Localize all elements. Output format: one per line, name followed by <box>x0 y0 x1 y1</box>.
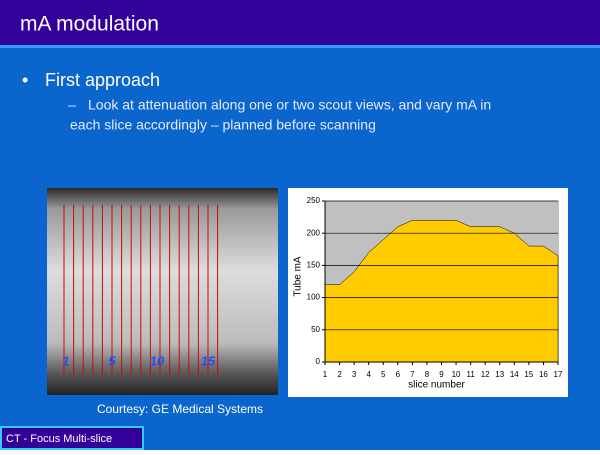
x-tick-label: 5 <box>381 370 386 379</box>
sub-bullet: each slice accordingly – planned before … <box>70 117 376 133</box>
x-axis-label: slice number <box>408 380 465 391</box>
y-tick-label: 100 <box>307 293 321 302</box>
scout-bg <box>47 188 278 395</box>
scout-label: 10 <box>150 353 165 368</box>
x-tick-label: 2 <box>337 370 342 379</box>
x-tick-label: 6 <box>396 370 401 379</box>
caption: Courtesy: GE Medical Systems <box>97 402 263 416</box>
x-tick-label: 4 <box>366 370 371 379</box>
scout-image: 1 5 10 15 <box>47 188 278 395</box>
y-tick-label: 50 <box>311 325 320 334</box>
footer: CT - Focus Multi-slice <box>6 433 112 445</box>
x-tick-label: 12 <box>481 370 490 379</box>
bullet: First approach <box>45 70 160 90</box>
x-tick-label: 13 <box>495 370 504 379</box>
bullet-dot: • <box>22 70 28 90</box>
x-tick-label: 9 <box>439 370 444 379</box>
sub-bullet-dash: – <box>68 97 76 113</box>
scout-label: 15 <box>201 353 216 368</box>
x-tick-label: 14 <box>510 370 519 379</box>
area <box>324 220 559 363</box>
y-tick-label: 250 <box>307 196 321 205</box>
header-stripe <box>0 45 600 48</box>
x-tick-label: 7 <box>410 370 415 379</box>
y-axis-label: Tube mA <box>293 256 304 297</box>
x-tick-label: 3 <box>352 370 357 379</box>
scout-label: 5 <box>108 353 116 368</box>
header-bar <box>0 0 600 45</box>
footer-box <box>0 426 144 450</box>
y-tick-label: 0 <box>316 357 321 366</box>
y-tick-label: 150 <box>307 261 321 270</box>
x-tick-label: 17 <box>554 370 563 379</box>
title: mA modulation <box>20 13 159 36</box>
sub-bullet: Look at attenuation along one or two sco… <box>88 97 491 113</box>
x-tick-label: 8 <box>425 370 430 379</box>
x-tick-label: 11 <box>466 370 475 379</box>
x-tick-label: 1 <box>323 370 328 379</box>
x-tick-label: 16 <box>539 370 548 379</box>
x-tick-label: 15 <box>524 370 533 379</box>
y-tick-label: 200 <box>307 228 321 237</box>
x-tick-label: 10 <box>452 370 461 379</box>
scout-label: 1 <box>62 353 69 368</box>
